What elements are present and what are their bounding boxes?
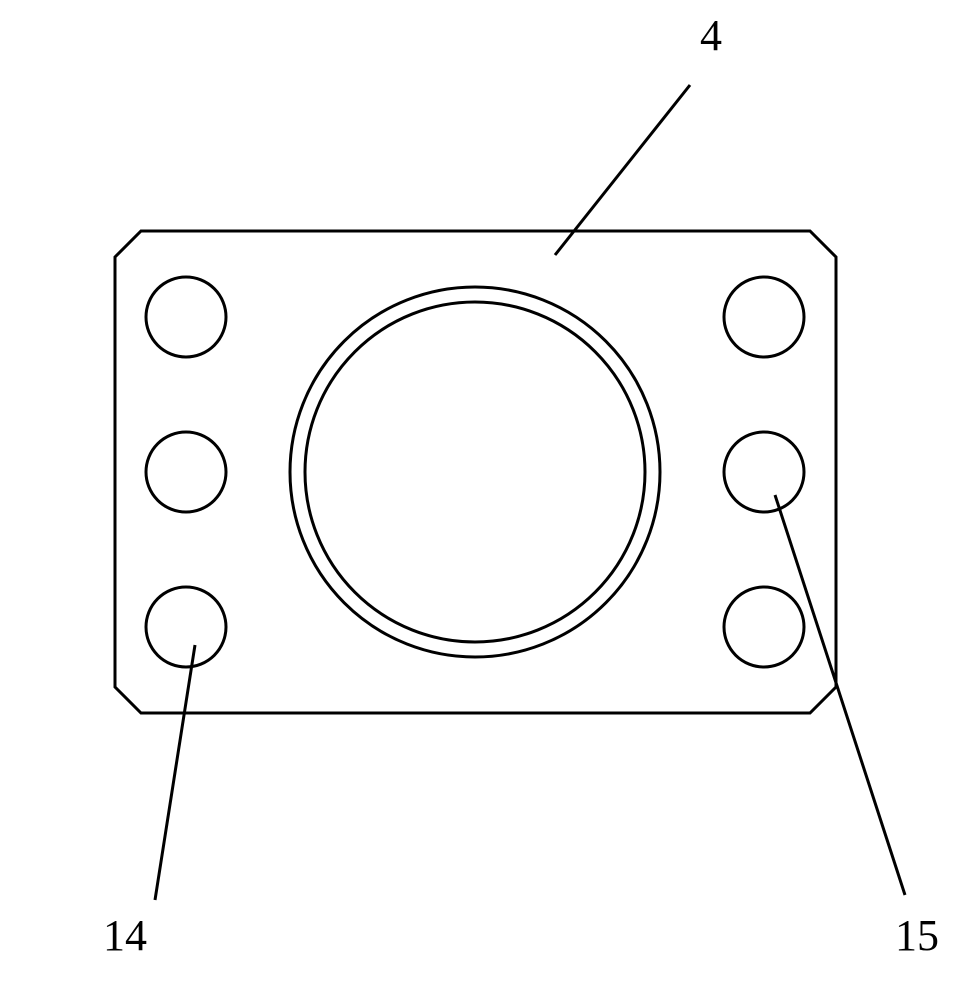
bolt-hole-4 [724, 277, 804, 357]
bolt-hole-6 [724, 587, 804, 667]
bolt-hole-1 [146, 277, 226, 357]
callout-label-4: 4 [700, 11, 722, 60]
callout-label-14: 14 [103, 911, 147, 960]
bolt-hole-2 [146, 432, 226, 512]
callout-line-15 [775, 495, 905, 895]
hub-outer-circle [290, 287, 660, 657]
bolt-hole-3 [146, 587, 226, 667]
hub-inner-circle [305, 302, 645, 642]
bolt-hole-5 [724, 432, 804, 512]
technical-drawing-canvas: 4 14 15 [0, 0, 976, 1000]
callout-line-14 [155, 645, 195, 900]
callout-label-15: 15 [895, 911, 939, 960]
